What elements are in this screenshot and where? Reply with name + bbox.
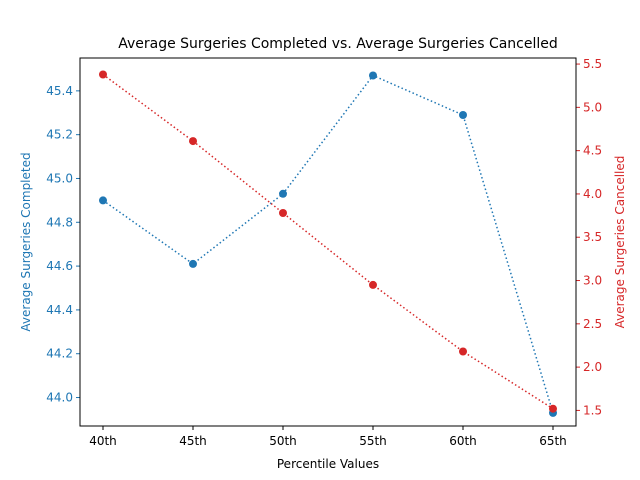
cancelled-data-point [549, 404, 557, 413]
chart-title: Average Surgeries Completed vs. Average … [118, 36, 558, 52]
plot-frame [79, 57, 577, 427]
right-tick-label: 5.0 [583, 100, 602, 114]
left-tick-label: 44.6 [46, 259, 73, 273]
x-tick-label: 50th [269, 434, 297, 448]
left-tick-label: 45.2 [46, 128, 73, 142]
left-tick-label: 44.4 [46, 303, 73, 317]
x-tick-label: 60th [449, 434, 477, 448]
right-axis-label: Average Surgeries Cancelled [613, 156, 627, 329]
right-tick-label: 2.0 [583, 360, 602, 374]
x-tick-label: 40th [89, 434, 117, 448]
right-tick-label: 3.5 [583, 230, 602, 244]
cancelled-data-point [459, 347, 467, 356]
right-tick-label: 4.0 [583, 187, 602, 201]
cancelled-data-point [369, 280, 377, 289]
right-tick-label: 2.5 [583, 317, 602, 331]
completed-data-point [279, 189, 287, 198]
left-tick-label: 44.8 [46, 215, 73, 229]
right-tick-label: 4.5 [583, 144, 602, 158]
left-tick-label: 45.0 [46, 171, 73, 185]
completed-data-point [459, 111, 467, 119]
cancelled-data-point [279, 209, 287, 217]
x-axis-label: Percentile Values [277, 457, 379, 471]
x-tick-label: 45th [179, 434, 207, 448]
right-tick-label: 3.0 [583, 274, 602, 288]
left-tick-label: 44.2 [46, 347, 73, 361]
cancelled-data-point [189, 137, 197, 146]
completed-data-point [369, 71, 377, 80]
left-tick-label: 45.4 [46, 84, 73, 98]
cancelled-data-point [99, 70, 107, 79]
left-tick-label: 44.0 [46, 391, 73, 405]
right-tick-label: 5.5 [583, 57, 602, 71]
cancelled-series-line [102, 73, 554, 410]
x-tick-label: 55th [359, 434, 387, 448]
completed-data-point [99, 196, 107, 205]
right-tick-label: 1.5 [583, 403, 602, 417]
x-tick-label: 65th [539, 434, 567, 448]
plot-marks: 40th 45th 50th 55th 60th 65th 44.0 44.2 44.4 44.6… [46, 57, 602, 448]
completed-data-point [189, 259, 197, 268]
left-axis-label: Average Surgeries Completed [19, 152, 33, 331]
completed-series-line [102, 74, 554, 414]
